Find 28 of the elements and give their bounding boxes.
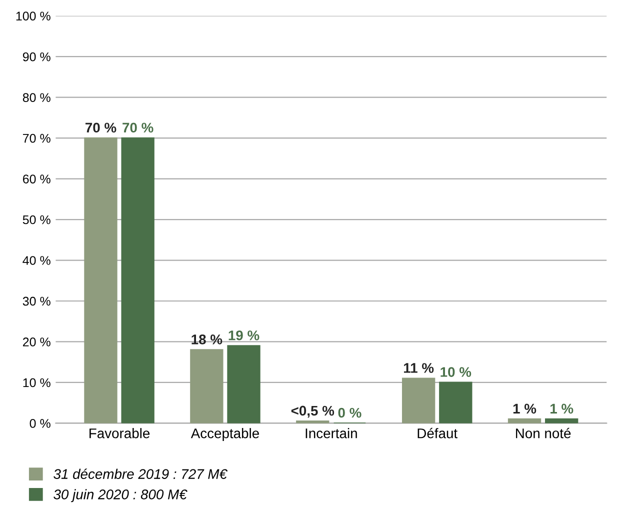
data-label: 0 % [338,408,362,418]
data-label: 19 % [228,330,260,340]
data-label: 11 % [404,363,434,373]
data-label: <0,5 % [291,406,334,418]
x-tick-label: Favorable [90,428,150,438]
data-label: 10 % [440,367,472,377]
y-tick-label: 80 % [22,93,50,102]
y-tick-label: 60 % [22,174,50,184]
legend-label: 31 décembre 2019 : 727 M€ [54,468,228,479]
y-tick-label: 20 % [22,338,50,346]
y-tick-label: 100 % [16,12,50,21]
y-tick-label: 10 % [23,378,50,388]
y-tick-label: 50 % [22,215,50,224]
data-label: 1 % [550,404,574,414]
data-label: 70 % [122,122,154,133]
y-tick-label: 70 % [23,134,50,143]
data-label: 1 % [513,404,536,414]
data-label: 70 % [86,122,116,133]
legend-label: 30 juin 2020 : 800 M€ [54,489,188,502]
x-tick-label: Acceptable [190,428,259,442]
x-tick-label: Non noté [516,428,571,438]
x-tick-label: Défaut [418,428,458,438]
x-tick-label: Incertain [306,428,357,438]
y-tick-label: 40 % [22,256,50,265]
data-label: 18 % [192,334,222,344]
y-tick-label: 30 % [22,296,50,306]
y-tick-label: 0 % [30,419,50,428]
y-tick-label: 90 % [22,52,50,62]
